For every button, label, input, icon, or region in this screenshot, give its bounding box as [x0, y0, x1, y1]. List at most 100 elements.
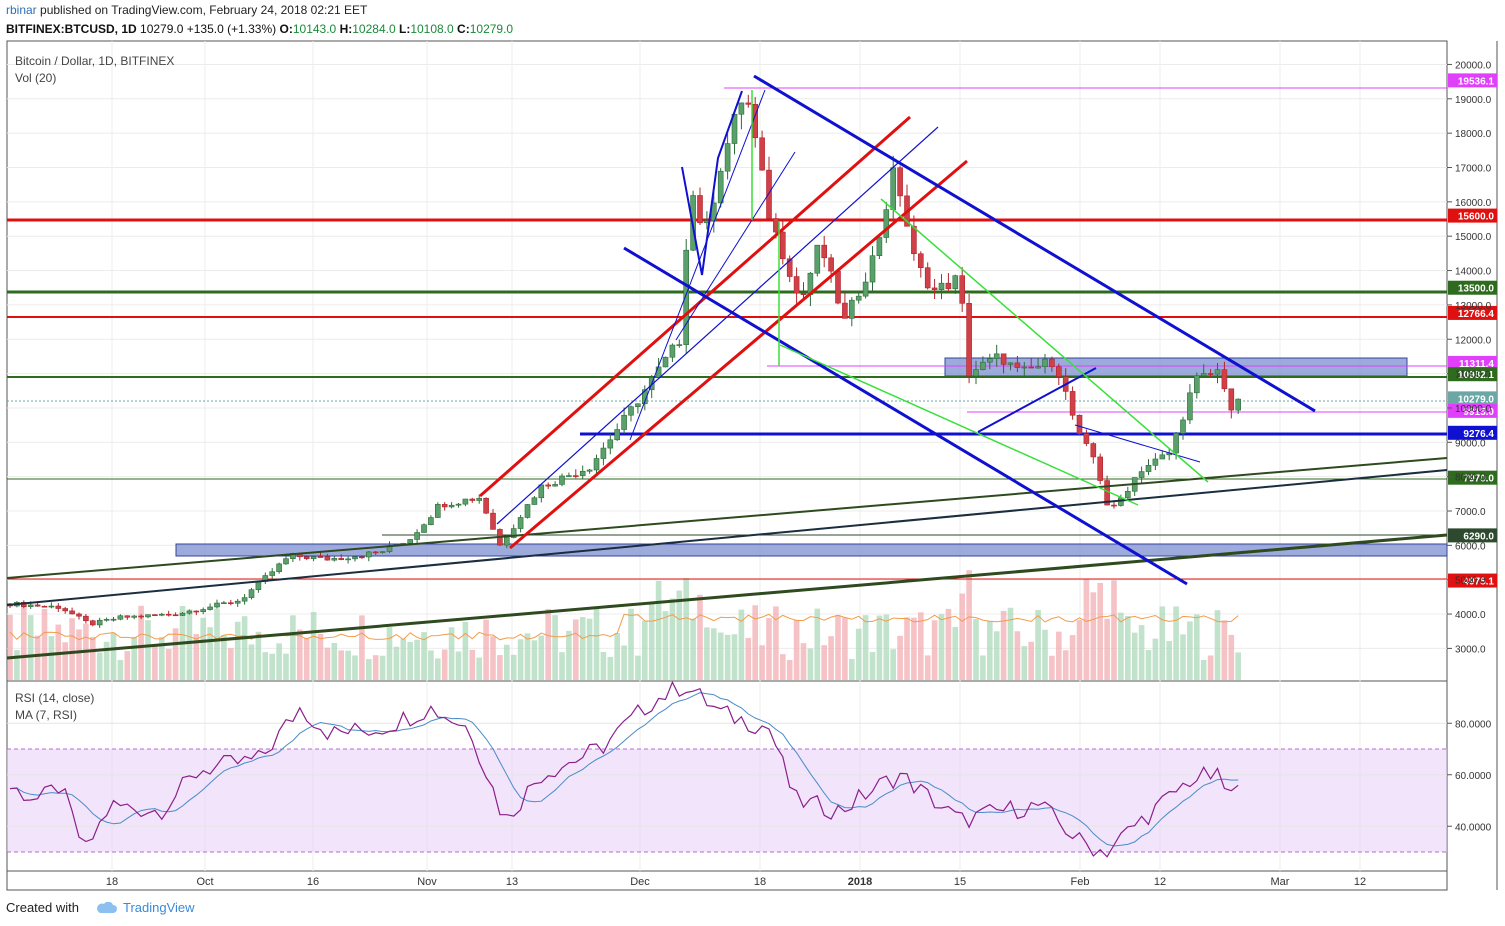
last-price: 10279.0: [140, 22, 184, 36]
volume-bar: [814, 608, 821, 680]
volume-bar: [566, 630, 572, 680]
candle-body: [1056, 366, 1062, 377]
volume-bar: [1076, 620, 1083, 680]
candle-body: [1076, 414, 1083, 434]
volume-bar: [911, 617, 917, 680]
volume-bar: [228, 648, 234, 680]
candle-body: [83, 615, 89, 622]
candle-body: [745, 102, 752, 105]
time-tick-label: Dec: [630, 876, 650, 888]
candle-body: [973, 369, 979, 377]
o-label: O:: [279, 22, 293, 36]
volume-bar: [483, 619, 489, 680]
volume-bar: [276, 643, 282, 680]
volume-bar: [738, 609, 745, 680]
volume-bar: [497, 655, 503, 680]
volume-bar: [607, 656, 614, 680]
candle-body: [179, 612, 186, 616]
candle-body: [234, 600, 241, 604]
candle-body: [193, 610, 200, 613]
candle-body: [683, 249, 690, 345]
volume-bar: [780, 654, 786, 680]
volume-bar: [1014, 631, 1021, 680]
price-label: 15600.0: [1458, 212, 1495, 223]
volume-bar: [993, 631, 1000, 680]
price-label-box: [1448, 573, 1497, 588]
resistance-zone: [944, 357, 1408, 377]
price-tick-label: 16000.0: [1455, 198, 1492, 209]
candle-body: [1138, 471, 1145, 478]
volume-bar: [552, 615, 558, 680]
price-label-box: [1448, 403, 1497, 418]
volume-bar: [621, 645, 627, 680]
volume-bar: [262, 652, 269, 680]
volume-bars: [7, 570, 1241, 680]
volume-bar: [221, 635, 227, 680]
price-axis: 3000.0 4000.0 5000.0 6000.0 7000.0 8000.0 9000…: [1447, 60, 1492, 655]
tradingview-link[interactable]: TradingView: [85, 900, 195, 915]
price-tick-label: 7000.0: [1455, 507, 1486, 518]
volume-bar: [773, 606, 779, 680]
candle-body: [1083, 433, 1090, 444]
volume-bar: [386, 627, 393, 680]
volume-bar: [579, 617, 586, 680]
volume-bar: [1221, 620, 1228, 680]
candle-body: [848, 299, 855, 319]
candle-body: [124, 615, 131, 618]
candle-body: [855, 295, 862, 301]
volume-bar: [62, 642, 68, 680]
candle-body: [303, 556, 310, 560]
volume-bar: [172, 628, 179, 680]
volume-bar: [324, 647, 331, 680]
volume-bar: [1069, 635, 1076, 680]
volume-bar: [1083, 578, 1090, 680]
volume-bar: [966, 570, 972, 680]
candle-body: [966, 303, 972, 377]
h-label: H:: [339, 22, 353, 36]
candle-body: [414, 532, 420, 540]
volume-bar: [393, 646, 400, 680]
volume-bar: [510, 654, 517, 680]
volume-bar: [842, 617, 848, 680]
volume-bar: [317, 633, 324, 680]
price-tick-label: 14000.0: [1455, 267, 1492, 278]
volume-bar: [1049, 655, 1055, 680]
price-tick-label: 11000.0: [1455, 370, 1491, 381]
candle-body: [159, 613, 165, 616]
volume-bar: [717, 632, 724, 680]
volume-bar: [1111, 580, 1117, 680]
volume-bar: [1145, 650, 1152, 680]
open-value: 10143.0: [292, 22, 337, 36]
candle-body: [717, 170, 724, 204]
candle-body: [579, 470, 586, 476]
candle-body: [724, 143, 731, 172]
candle-body: [793, 276, 800, 294]
volume-bar: [338, 650, 344, 680]
candle-body: [786, 258, 793, 277]
candle-body: [110, 618, 117, 621]
candle-body: [1021, 366, 1028, 369]
candle-body: [221, 602, 227, 605]
candle-body: [1207, 373, 1214, 375]
volume-bar: [193, 634, 200, 680]
volume-bar: [1138, 625, 1145, 680]
volume-bar: [828, 636, 834, 680]
volume-bar: [1125, 615, 1131, 680]
price-tick-label: 10000.0: [1455, 404, 1492, 415]
volume-bar: [131, 636, 137, 680]
candle-body: [490, 512, 496, 530]
candle-body: [338, 558, 345, 560]
time-tick-label: 16: [307, 876, 319, 888]
low-value: 10108.0: [410, 22, 454, 36]
candle-body: [883, 209, 890, 238]
volume-bar: [849, 658, 855, 680]
author-name[interactable]: rbinar: [6, 3, 37, 17]
time-tick-label: Nov: [417, 876, 437, 888]
volume-bar: [545, 608, 551, 680]
volume-label: Vol (20): [15, 71, 56, 85]
candle-body: [952, 275, 959, 290]
price-labels: 19536.1 15600.0 13500.0 12766.4 11311.410982…: [1448, 73, 1497, 588]
volume-bar: [331, 642, 338, 680]
volume-bar: [759, 645, 765, 680]
